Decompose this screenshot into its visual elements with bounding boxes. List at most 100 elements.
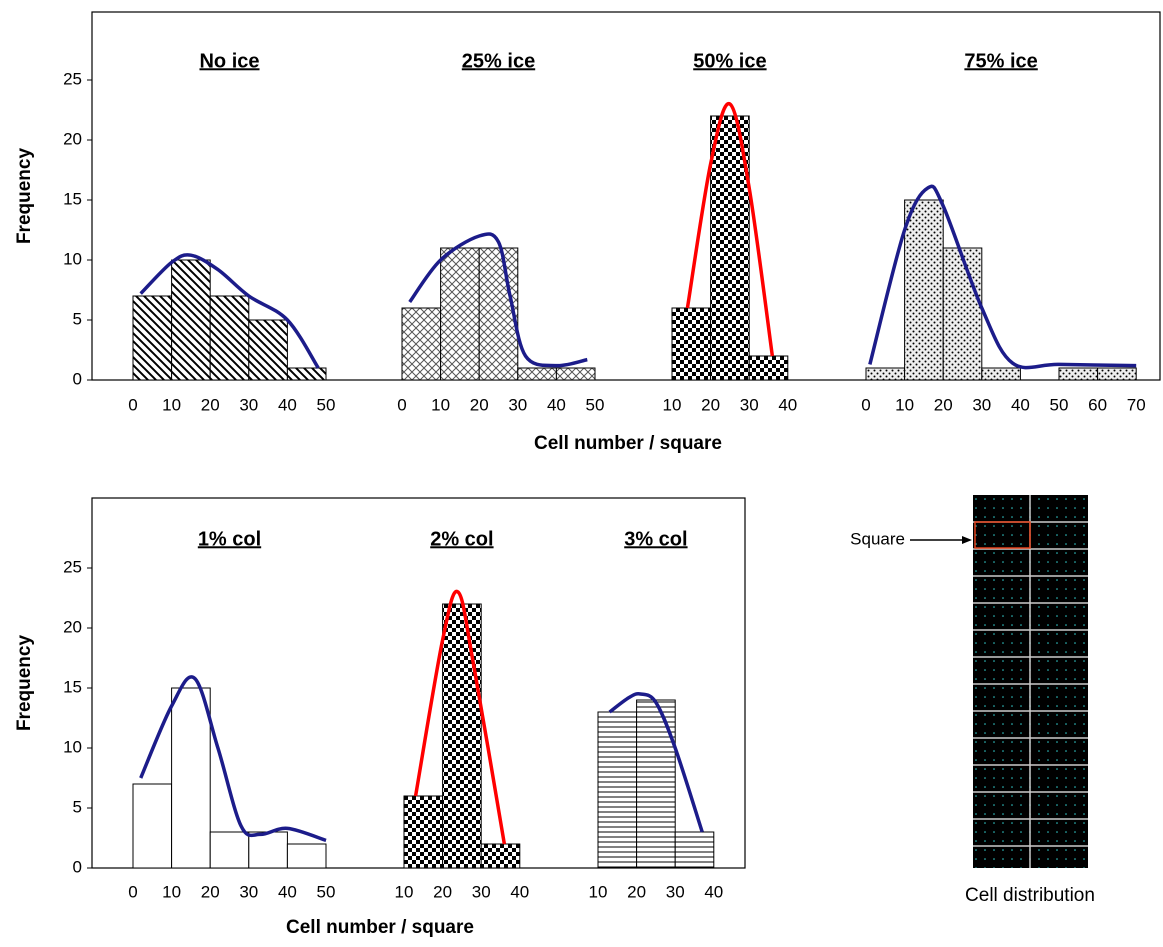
plot-title: 3% col [624,528,687,550]
bar [442,603,482,869]
fit-curve [413,589,507,845]
x-tick-label: 10 [162,395,181,414]
x-tick-label: 20 [934,395,953,414]
bar [674,831,715,869]
x-tick-label: 40 [1011,395,1030,414]
fit-curve [868,184,1137,370]
plot-frame [91,11,1161,381]
x-tick-label: 40 [704,882,723,901]
x-tick-label: 40 [278,395,297,414]
bar [597,711,638,869]
cell-image: Square Cell distribution [850,495,1095,906]
x-tick-label: 30 [239,882,258,901]
y-tick-label: 25 [63,557,82,576]
plot-title: 50% ice [693,50,766,72]
bar [440,247,480,381]
square-highlight [974,521,1031,549]
x-tick-label: 50 [586,395,605,414]
arrow-head [962,536,972,544]
bar [904,199,944,381]
bar [132,295,173,381]
bar [248,831,288,869]
bar [981,367,1021,381]
bar [248,319,288,381]
bar [286,367,327,381]
x-tick-label: 30 [666,882,685,901]
bar [865,367,906,381]
fit-curve [408,232,588,368]
x-tick-label: 50 [317,882,336,901]
bar [671,307,712,381]
bar [209,831,250,869]
histogram: 50% ice 10 20 30 40 [663,50,798,414]
bar [286,843,327,869]
bar [401,307,442,381]
y-axis-label: Frequency [14,635,35,732]
x-tick-label: 10 [589,882,608,901]
x-tick-label: 0 [397,395,406,414]
fit-curve [139,675,327,843]
x-tick-label: 40 [278,882,297,901]
plot-title: 25% ice [462,50,535,72]
x-axis-label: Cell number / square [534,433,722,454]
bar [171,687,211,869]
x-tick-label: 20 [701,395,720,414]
x-tick-label: 20 [627,882,646,901]
grid-lines [973,495,1088,868]
y-tick-label: 10 [63,737,82,756]
x-tick-label: 50 [317,395,336,414]
plot-title: 1% col [198,528,261,550]
bar [1058,367,1099,381]
histogram: 3% col 10 20 30 40 [589,528,724,901]
x-tick-label: 0 [861,395,870,414]
y-tick-label: 0 [73,369,82,388]
x-tick-label: 20 [433,882,452,901]
x-tick-label: 50 [1050,395,1069,414]
x-tick-label: 30 [472,882,491,901]
bar [555,367,596,381]
bar [209,295,250,381]
bar [942,247,983,381]
x-tick-label: 30 [740,395,759,414]
histogram: 75% ice 0 10 20 30 40 50 60 70 [861,50,1145,414]
x-tick-label: 70 [1127,395,1146,414]
x-tick-label: 20 [470,395,489,414]
x-tick-label: 30 [508,395,527,414]
y-tick-label: 25 [63,69,82,88]
bar [1097,367,1137,381]
y-tick-label: 5 [73,309,82,328]
x-tick-label: 40 [778,395,797,414]
x-tick-label: 10 [895,395,914,414]
fit-curve [608,692,704,833]
x-tick-label: 20 [201,882,220,901]
y-tick-label: 15 [63,677,82,696]
bar [748,355,789,381]
histogram: 25% ice 0 10 20 30 40 50 [397,50,604,414]
x-tick-label: 40 [547,395,566,414]
x-tick-label: 40 [510,882,529,901]
arrow-label: Square [850,529,905,548]
histogram: 2% col 10 20 30 40 [395,528,530,901]
x-tick-label: 10 [663,395,682,414]
x-tick-label: 20 [201,395,220,414]
x-tick-label: 10 [431,395,450,414]
y-tick-label: 10 [63,249,82,268]
y-axis-label: Frequency [14,148,35,245]
y-tick-label: 15 [63,189,82,208]
y-tick-label: 0 [73,857,82,876]
bar [403,795,444,869]
bar [478,247,519,381]
x-tick-label: 0 [128,882,137,901]
fit-curve [139,253,320,369]
x-tick-label: 30 [972,395,991,414]
histogram: No ice 0 10 20 30 40 50 [128,50,335,414]
fit-curve [685,102,775,357]
plot-title: 2% col [430,528,493,550]
x-tick-label: 30 [239,395,258,414]
histogram: 1% col 0 10 20 30 40 50 [128,528,335,901]
x-tick-label: 60 [1088,395,1107,414]
caption: Cell distribution [965,885,1095,906]
y-tick-label: 20 [63,617,82,636]
